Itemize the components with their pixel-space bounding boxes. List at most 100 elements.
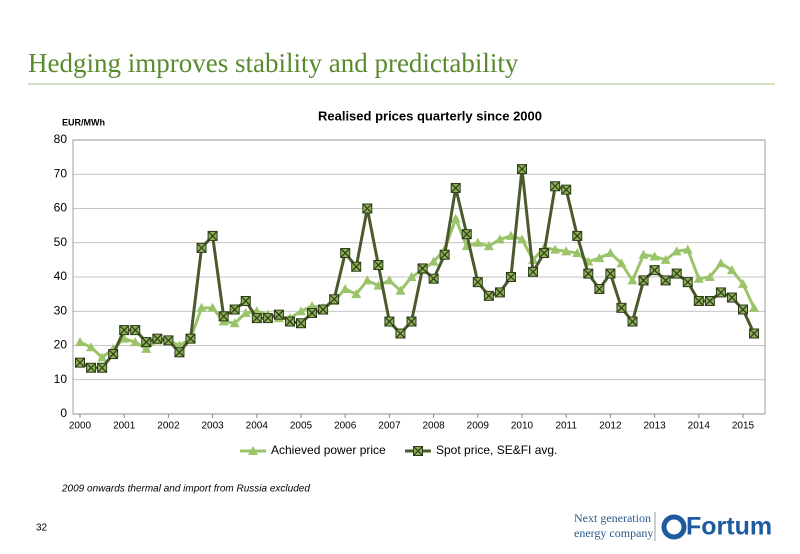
marker: [97, 352, 108, 362]
marker: [340, 283, 351, 293]
marker: [738, 278, 748, 288]
marker: [539, 248, 550, 259]
marker: [439, 249, 450, 260]
marker: [450, 182, 461, 193]
y-tick-label: 70: [54, 166, 68, 180]
marker: [616, 302, 627, 313]
plot-frame: [72, 139, 766, 415]
marker: [528, 266, 539, 277]
marker: [362, 275, 373, 285]
marker: [207, 230, 218, 241]
legend-label: Spot price, SE&FI avg.: [436, 443, 557, 457]
marker: [362, 203, 373, 214]
x-tick-label: 2006: [334, 421, 357, 432]
marker: [461, 229, 472, 240]
marker: [262, 313, 273, 324]
marker: [704, 295, 715, 306]
series-line: [79, 168, 756, 370]
marker: [86, 362, 97, 373]
marker: [130, 337, 141, 347]
marker: [141, 343, 152, 353]
marker: [638, 275, 649, 286]
marker: [75, 337, 85, 347]
marker: [284, 316, 295, 327]
marker: [726, 265, 737, 275]
marker: [307, 307, 318, 318]
marker: [682, 277, 693, 288]
marker: [505, 272, 516, 282]
marker: [406, 272, 417, 281]
marker: [715, 258, 726, 268]
y-tick-label: 10: [54, 372, 68, 386]
marker: [141, 337, 152, 348]
marker: [450, 213, 461, 223]
marker: [649, 251, 660, 261]
x-tick-label: 2010: [511, 421, 534, 432]
marker: [373, 260, 384, 271]
marker: [616, 258, 627, 268]
marker: [594, 283, 605, 294]
marker: [561, 184, 572, 195]
marker: [196, 242, 207, 253]
marker: [318, 304, 329, 315]
marker: [240, 307, 251, 317]
marker: [273, 309, 284, 320]
marker: [97, 362, 108, 373]
marker: [517, 234, 527, 244]
marker: [417, 263, 428, 274]
marker: [550, 244, 561, 254]
y-tick-label: 50: [54, 235, 68, 249]
marker: [406, 316, 417, 327]
marker: [373, 280, 384, 290]
marker: [413, 446, 423, 456]
x-tick-label: 2008: [422, 421, 445, 432]
marker: [229, 318, 240, 328]
marker: [472, 237, 483, 247]
marker: [494, 234, 505, 244]
y-tick-label: 80: [54, 132, 68, 146]
page-number: 32: [36, 523, 48, 534]
x-tick-label: 2007: [378, 421, 401, 432]
marker: [395, 285, 406, 295]
marker: [583, 268, 594, 279]
marker: [693, 295, 704, 306]
marker: [340, 248, 351, 259]
marker: [296, 318, 306, 329]
marker: [240, 295, 251, 306]
legend-label: Achieved power price: [271, 443, 386, 457]
y-tick-label: 30: [54, 303, 68, 317]
tagline: Next generation: [574, 511, 651, 525]
marker: [86, 342, 97, 352]
x-tick-label: 2004: [246, 421, 269, 432]
marker: [351, 261, 362, 272]
marker: [550, 181, 561, 192]
marker: [108, 349, 119, 360]
marker: [75, 357, 85, 368]
brand: Fortum: [686, 513, 772, 541]
marker: [119, 333, 130, 343]
y-tick-label: 0: [60, 406, 67, 420]
chart-title: Realised prices quarterly since 2000: [318, 108, 542, 123]
marker: [671, 268, 682, 279]
x-tick-label: 2005: [290, 421, 313, 432]
marker: [693, 273, 704, 283]
marker: [428, 256, 439, 266]
slide-title: Hedging improves stability and predictab…: [28, 48, 519, 78]
marker: [207, 302, 218, 312]
x-tick-label: 2015: [732, 421, 755, 432]
marker: [627, 316, 638, 327]
marker: [483, 241, 494, 251]
marker: [704, 272, 715, 281]
marker: [163, 335, 174, 346]
marker: [649, 265, 660, 276]
marker: [329, 294, 340, 305]
marker: [494, 287, 505, 298]
logo-mark: [661, 514, 687, 540]
marker: [229, 304, 240, 315]
marker: [185, 333, 196, 344]
y-tick-label: 60: [54, 201, 68, 215]
marker: [130, 325, 141, 336]
marker: [671, 246, 682, 256]
marker: [605, 268, 616, 279]
